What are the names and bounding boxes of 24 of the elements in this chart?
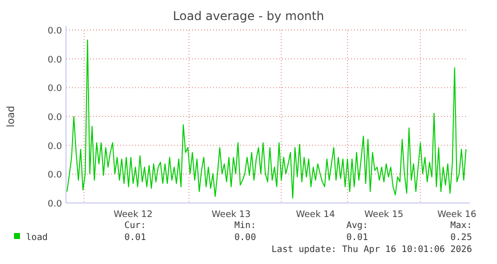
x-tick-label: Week 14	[296, 210, 336, 220]
text: 0.0	[48, 200, 62, 210]
text: 0.0	[48, 26, 62, 36]
x-tick-label: Week 16	[437, 210, 477, 220]
text: Min:	[234, 221, 256, 231]
text: Max:	[450, 221, 472, 231]
text: Avg:	[346, 221, 368, 231]
chart-title: Load average - by month	[172, 9, 324, 23]
text: 0.0	[48, 84, 62, 94]
text: 0.0	[48, 142, 62, 152]
y-axis-title: load	[6, 106, 17, 128]
text: 0.25	[450, 233, 472, 243]
x-tick-label: Week 12	[114, 210, 153, 220]
text: 0.01	[346, 233, 368, 243]
text: 0.0	[48, 170, 62, 181]
text: Cur:	[124, 221, 146, 231]
text: Last update: Thu Apr 16 10:01:06 2026	[272, 245, 472, 255]
text: 0.01	[124, 233, 146, 243]
x-tick-label: Week 15	[364, 210, 404, 220]
text: 0.0	[48, 55, 62, 66]
text: 0.00	[234, 233, 256, 243]
text: 0.0	[48, 113, 62, 123]
x-tick-label: Week 13	[212, 210, 251, 220]
legend-label: load	[26, 233, 48, 243]
